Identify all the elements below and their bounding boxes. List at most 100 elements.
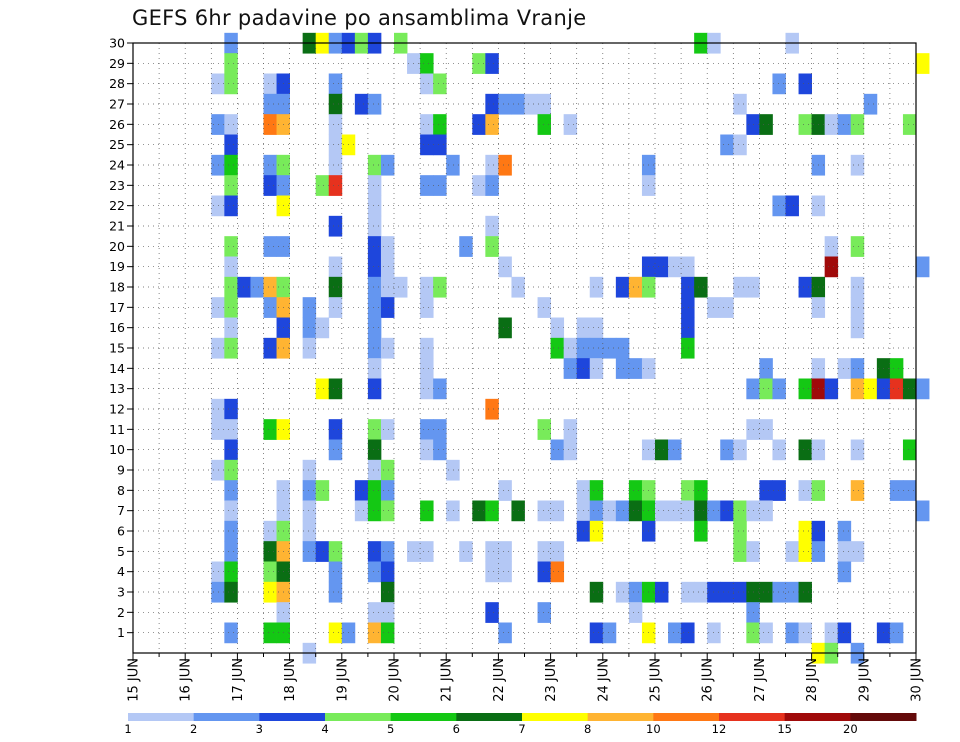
data-cell [433, 73, 447, 95]
data-cell [367, 175, 382, 196]
data-cell [550, 500, 565, 522]
data-cell [655, 256, 669, 278]
data-cell [472, 114, 486, 135]
data-cell [380, 419, 395, 440]
data-cell [328, 114, 343, 135]
data-cell [850, 480, 865, 501]
data-cell [837, 541, 852, 562]
axes-layer: 1234567891011121314151617181920212223242… [109, 36, 924, 702]
data-cell [681, 256, 695, 278]
data-cell [263, 114, 277, 135]
data-cell [902, 480, 917, 501]
data-cell [328, 175, 343, 196]
data-cell [772, 195, 786, 217]
data-cell [328, 378, 343, 400]
data-cell [354, 93, 369, 115]
legend-swatch [784, 713, 851, 721]
data-cell [602, 500, 617, 522]
y-tick-label: 14 [109, 361, 125, 376]
data-cell [380, 581, 395, 603]
y-tick-label: 25 [109, 137, 125, 152]
data-cell [694, 581, 708, 603]
legend-swatch [653, 713, 720, 721]
data-cell [485, 398, 499, 420]
x-tick-label: 26 JUN [701, 658, 716, 702]
data-cell [563, 114, 578, 135]
x-tick-label: 23 JUN [544, 658, 559, 702]
data-cell [224, 480, 238, 501]
data-cell [420, 114, 434, 135]
data-cell [485, 561, 499, 583]
data-cell [263, 175, 277, 196]
data-cell [224, 134, 238, 156]
y-tick-label: 12 [109, 402, 125, 417]
legend-swatch [456, 713, 523, 721]
x-tick-label: 28 JUN [805, 658, 820, 702]
data-cell [720, 297, 734, 318]
data-cell [485, 114, 499, 135]
data-cell [798, 480, 812, 501]
data-cell [263, 154, 277, 176]
data-cell [446, 459, 460, 481]
data-cell [785, 541, 799, 562]
data-cell [733, 581, 747, 603]
data-cell [889, 480, 904, 501]
data-cell [733, 520, 747, 542]
data-cell [694, 500, 708, 522]
data-cell [550, 541, 565, 562]
data-cell [263, 236, 277, 257]
data-cell [589, 622, 604, 644]
data-cell [863, 93, 878, 115]
data-cell [498, 154, 512, 176]
data-cell [498, 93, 512, 115]
data-cell [380, 500, 395, 522]
legend-swatch [587, 713, 654, 721]
data-cell [563, 439, 578, 461]
data-cell [302, 459, 317, 481]
legend-swatch [850, 713, 917, 721]
data-cell [589, 520, 604, 542]
data-cell [824, 114, 839, 135]
data-cell [367, 480, 382, 501]
data-cell [628, 581, 643, 603]
x-tick-label: 29 JUN [857, 658, 872, 702]
data-cell [224, 256, 238, 278]
legend-label: 12 [712, 722, 727, 736]
data-cell [733, 541, 747, 562]
data-cell [772, 581, 786, 603]
legend-swatch [259, 713, 326, 721]
legend-label: 1 [124, 722, 131, 736]
chart-title: GEFS 6hr padavine po ansamblima Vranje [132, 6, 587, 30]
data-cell [302, 317, 317, 339]
data-cell [889, 378, 904, 400]
data-cell [837, 114, 852, 135]
y-tick-label: 1 [117, 625, 125, 640]
data-cell [668, 439, 682, 461]
x-tick-label: 17 JUN [231, 658, 246, 702]
data-cell [615, 500, 630, 522]
data-cell [328, 622, 343, 644]
data-cell [263, 561, 277, 583]
x-tick-label: 15 JUN [127, 658, 142, 702]
data-cell [367, 337, 382, 359]
data-cell [328, 215, 343, 237]
data-cell [628, 500, 643, 522]
data-cell [772, 439, 786, 461]
data-cell [380, 337, 395, 359]
data-cell [837, 358, 852, 379]
data-cell [615, 581, 630, 603]
data-cell [602, 337, 617, 359]
data-cell [315, 541, 330, 562]
legend-label: 20 [843, 722, 858, 736]
data-cell [328, 256, 343, 278]
data-cell [328, 73, 343, 95]
data-cell [824, 378, 839, 400]
data-cell [263, 297, 277, 318]
legend-label: 8 [584, 722, 591, 736]
data-cell [224, 500, 238, 522]
data-cell [224, 520, 238, 542]
data-cell [224, 195, 238, 217]
y-tick-label: 18 [109, 280, 125, 295]
data-cell [498, 541, 512, 562]
data-cell [850, 378, 865, 400]
